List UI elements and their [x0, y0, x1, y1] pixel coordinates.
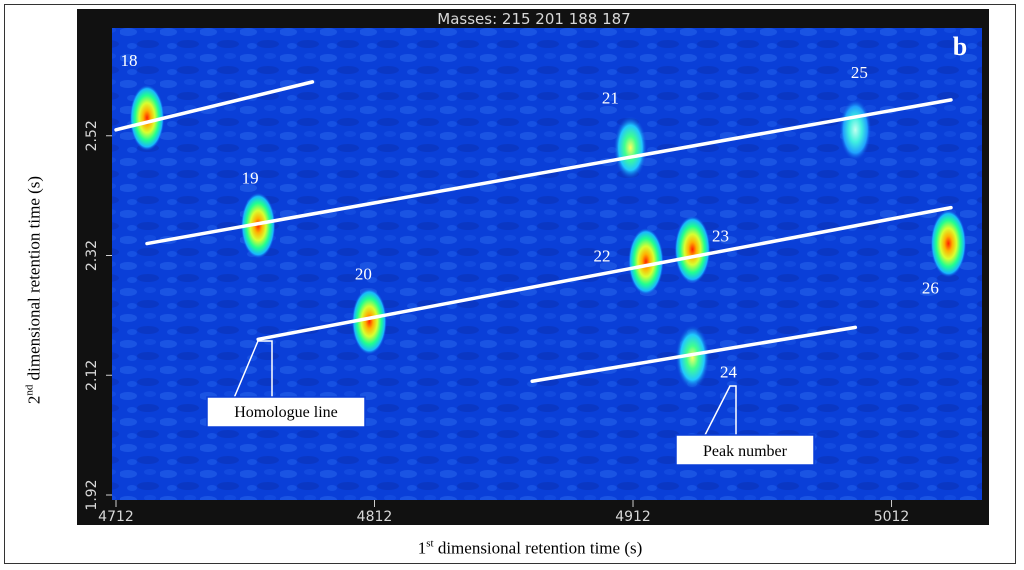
x-axis-label-text: dimensional retention time (s): [433, 538, 643, 558]
peak-label-25: 25: [851, 63, 868, 82]
peak-19: [240, 192, 276, 259]
homologue-line-2: [145, 98, 953, 246]
peak-26: [930, 209, 967, 278]
homologue-callout-text: Homologue line: [234, 404, 338, 421]
peak-23: [674, 215, 711, 284]
homologue-lines-layer: [114, 80, 953, 383]
y-tick-labels: 1.92 2.12 2.32 2.52: [84, 120, 112, 511]
homologue-line-3: [256, 205, 953, 342]
peak-label-26: 26: [922, 279, 939, 298]
x-axis-label: 1st dimensional retention time (s): [418, 538, 643, 559]
peak-25: [839, 98, 872, 161]
peak-21: [613, 115, 648, 180]
peak-24: [675, 324, 710, 390]
y-axis-label-base: 2: [24, 395, 44, 405]
panel-label: b: [953, 32, 967, 61]
y-tick-label-2.12: 2.12: [84, 360, 100, 391]
y-axis-label: 2nd dimensional retention time (s): [24, 176, 45, 404]
peak-22: [628, 227, 664, 296]
peak-label-23: 23: [712, 227, 729, 246]
x-tick-label-4912: 4912: [615, 509, 651, 525]
peak-number-callout-pointer: [703, 385, 737, 438]
y-tick-label-2.32: 2.32: [84, 240, 100, 271]
peak-number-callout-box: [675, 434, 815, 466]
y-axis-label-text: dimensional retention time (s): [24, 175, 44, 385]
peak-label-22: 22: [593, 247, 610, 266]
x-tick-label-4712: 4712: [98, 509, 134, 525]
x-tick-labels: 4712 4812 4912 5012: [98, 500, 909, 525]
x-tick-label-5012: 5012: [874, 509, 910, 525]
peak-label-18: 18: [121, 51, 138, 70]
x-axis-label-base: 1: [417, 538, 427, 558]
peak-number-callout-text: Peak number: [703, 443, 788, 460]
peak-labels-layer: 18 19 20 21 22 23 24 25 26: [121, 51, 939, 381]
homologue-line-callout: Homologue line: [206, 340, 366, 428]
peak-20: [351, 287, 387, 355]
homologue-callout-box: [206, 396, 366, 428]
peak-label-20: 20: [355, 264, 372, 283]
x-tick-label-4812: 4812: [357, 509, 393, 525]
homologue-line-4: [530, 325, 858, 383]
peak-label-21: 21: [602, 89, 619, 108]
homologue-line-1: [114, 80, 315, 132]
peak-18: [129, 84, 165, 151]
x-axis-label-sup: st: [426, 537, 434, 550]
y-axis-label-sup: nd: [23, 384, 36, 396]
peak-label-24: 24: [720, 362, 738, 381]
y-tick-label-1.92: 1.92: [84, 479, 100, 510]
peak-number-callout: Peak number: [675, 385, 815, 466]
homologue-callout-pointer: [233, 340, 273, 399]
chart-title: Masses: 215 201 188 187: [437, 10, 630, 28]
y-tick-label-2.52: 2.52: [84, 120, 100, 151]
peak-label-19: 19: [242, 169, 259, 188]
